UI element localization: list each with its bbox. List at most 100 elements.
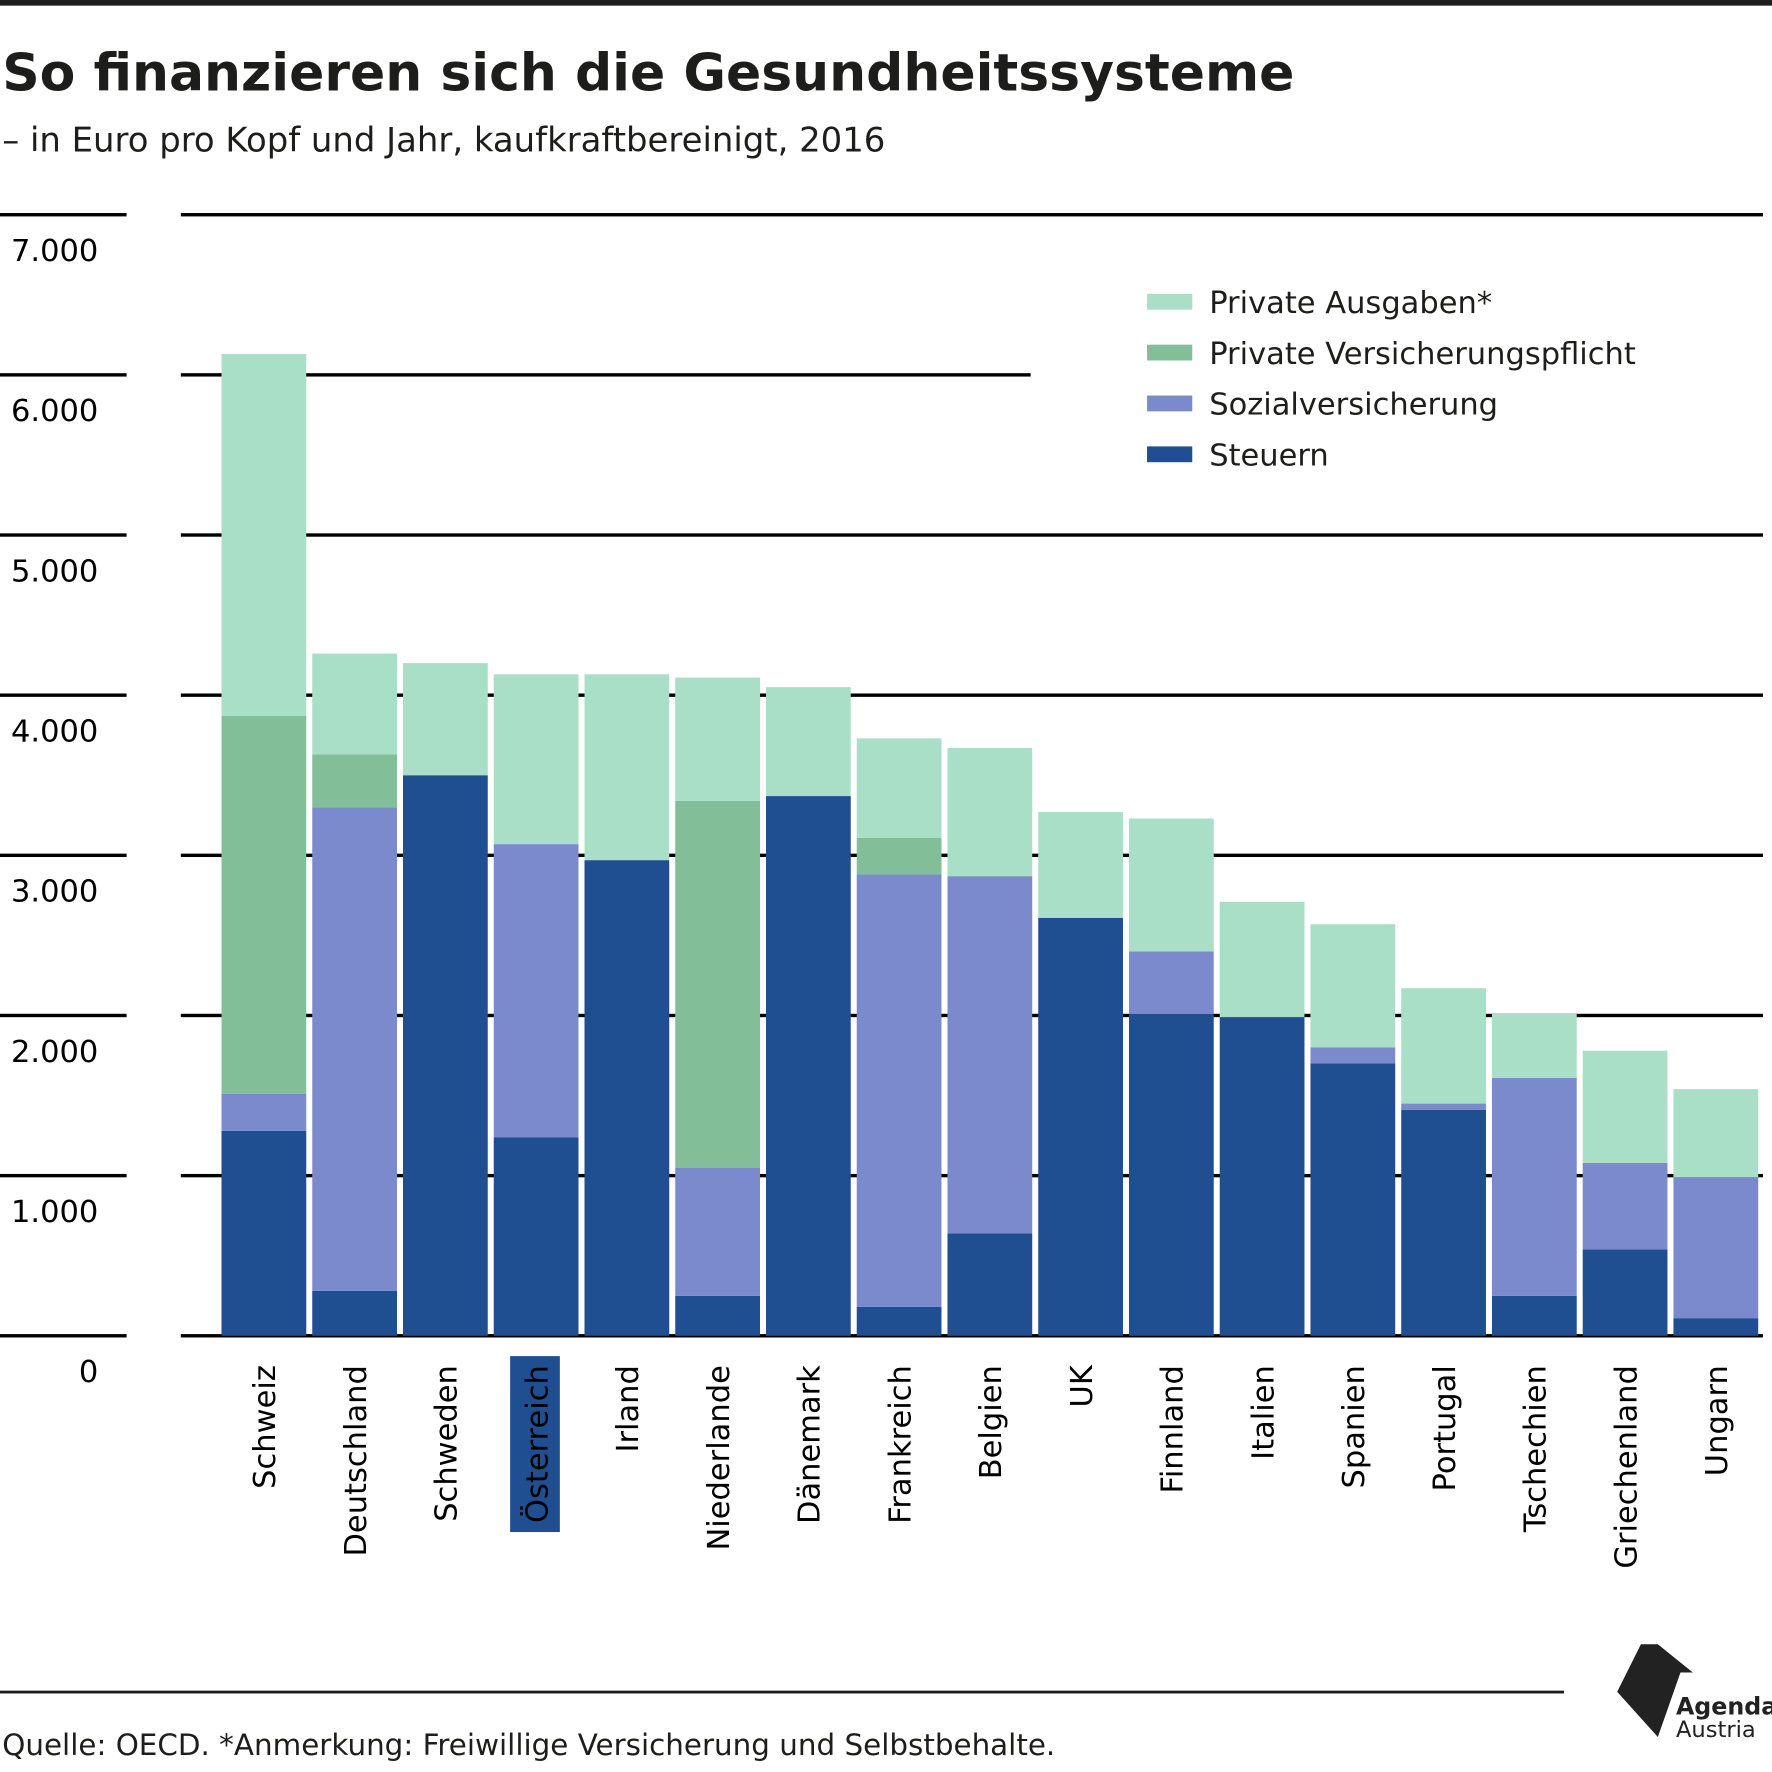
bar-group [221, 354, 307, 1336]
axis-tick-line [0, 1013, 127, 1018]
gridline [180, 533, 1763, 537]
logo-mark-icon [1617, 1644, 1693, 1737]
bar-group [1128, 818, 1214, 1336]
bar-segment-private-ausgaben [675, 677, 760, 801]
bar-group [312, 653, 398, 1336]
legend-swatch [1147, 293, 1193, 310]
bar-group [675, 677, 760, 1336]
x-tick-label-group: Tschechien [1519, 1365, 1554, 1533]
bar-segment-private-versicherungspflicht [221, 715, 307, 1094]
bar-segment-steuern [584, 860, 670, 1336]
bar-segment-steuern [312, 1290, 398, 1336]
x-tick-label-group: Italien [1246, 1365, 1281, 1460]
bar-segment-sozialversicherung [1128, 951, 1214, 1014]
legend-label: Private Versicherungspflicht [1209, 337, 1636, 372]
axis-tick-line [0, 853, 127, 858]
source-note: Quelle: OECD. *Anmerkung: Freiwillige Ve… [2, 1728, 1055, 1762]
x-tick-label-group: Finnland [1156, 1365, 1191, 1493]
bar-group [493, 674, 579, 1336]
y-tick-label: 3.000 [11, 875, 98, 910]
bar-group [765, 687, 851, 1336]
gridline [180, 213, 1763, 217]
bar-group [584, 674, 670, 1336]
bar-segment-private-versicherungspflicht [856, 837, 942, 875]
legend: Private Ausgaben* Private Versicherungspf… [1030, 265, 1772, 481]
bar-segment-steuern [1673, 1318, 1759, 1336]
y-tick-label: 2.000 [11, 1035, 98, 1070]
bar-segment-steuern [765, 796, 851, 1336]
x-tick-label-group: Portugal [1428, 1365, 1463, 1491]
x-tick-label: Finnland [1156, 1365, 1191, 1493]
x-tick-label: Schweiz [248, 1365, 283, 1489]
axis-tick-line [0, 1334, 127, 1338]
legend-swatch [1147, 446, 1193, 463]
x-tick-label-group: Schweden [430, 1365, 465, 1522]
y-tick-label: 0 [79, 1355, 98, 1390]
x-tick-label-group: Dänemark [793, 1365, 828, 1524]
bar-group [1219, 901, 1305, 1336]
gridline [180, 373, 1763, 377]
chart-subtitle: – in Euro pro Kopf und Jahr, kaufkraftbe… [2, 120, 885, 159]
x-tick-label: Österreich [519, 1365, 555, 1523]
bar-segment-private-versicherungspflicht [312, 754, 398, 808]
x-tick-label-group: Deutschland [339, 1365, 374, 1556]
gridline [180, 693, 1763, 697]
x-axis-labels: Schweiz Deutschland Schweden Österreich Irla… [248, 1356, 1735, 1569]
x-tick-label: Griechenland [1609, 1365, 1644, 1568]
x-tick-label-group: Griechenland [1609, 1365, 1644, 1568]
bar-segment-private-ausgaben [402, 663, 488, 776]
bar-segment-private-ausgaben [1673, 1089, 1759, 1178]
logo-line1: Agenda [1676, 1692, 1772, 1720]
legend-label: Steuern [1209, 439, 1329, 474]
agenda-austria-logo: Agenda Austria [1617, 1644, 1772, 1743]
chart-title: So finanzieren sich die Gesundheitssyste… [2, 43, 1294, 103]
bar-segment-private-ausgaben [1310, 924, 1396, 1048]
x-tick-label-group: Schweiz [248, 1365, 283, 1489]
axis-tick-line [0, 373, 127, 377]
bar-segment-steuern [402, 775, 488, 1336]
bar-segment-private-ausgaben [1128, 818, 1214, 952]
bar-segment-sozialversicherung [1673, 1177, 1759, 1319]
x-tick-label: Portugal [1428, 1365, 1463, 1491]
y-tick-label: 5.000 [11, 554, 98, 589]
bar-segment-steuern [1491, 1295, 1577, 1336]
bar-group [947, 748, 1033, 1336]
x-tick-label: Tschechien [1519, 1365, 1554, 1533]
x-tick-label-group: Frankreich [883, 1365, 918, 1524]
y-tick-label: 6.000 [11, 394, 98, 429]
x-tick-label: Spanien [1337, 1365, 1372, 1488]
bar-segment-private-ausgaben [493, 674, 579, 845]
bar-group [856, 738, 942, 1336]
legend-label: Private Ausgaben* [1209, 286, 1492, 321]
bar-group [1401, 988, 1486, 1336]
x-tick-label: Deutschland [339, 1365, 374, 1556]
logo-line2: Austria [1676, 1717, 1756, 1743]
bar-segment-sozialversicherung [675, 1167, 760, 1296]
bar-segment-private-ausgaben [765, 687, 851, 797]
x-tick-label: Irland [611, 1365, 646, 1452]
bar-group [402, 663, 488, 1336]
bar-segment-private-ausgaben [856, 738, 942, 838]
bar-segment-private-ausgaben [584, 674, 670, 861]
x-tick-label-group: Spanien [1337, 1365, 1372, 1488]
bar-segment-steuern [493, 1137, 579, 1336]
bar-segment-steuern [675, 1295, 760, 1336]
x-tick-label-group: Ungarn [1700, 1365, 1735, 1476]
footer-rule [0, 1690, 1565, 1694]
legend-swatch [1147, 344, 1193, 361]
bar-segment-steuern [1401, 1109, 1486, 1336]
x-tick-label: Frankreich [883, 1365, 918, 1524]
x-tick-label: Belgien [974, 1365, 1009, 1479]
x-tick-label-group: Belgien [974, 1365, 1009, 1479]
axis-tick-line [0, 213, 127, 217]
bar-segment-sozialversicherung [493, 844, 579, 1138]
bar-segment-private-ausgaben [221, 354, 307, 716]
bar-segment-private-ausgaben [1038, 812, 1123, 918]
x-tick-label: Niederlande [702, 1365, 737, 1550]
highlight-label-bg [510, 1356, 560, 1533]
bar-segment-private-versicherungspflicht [675, 800, 760, 1168]
axis-tick-line [0, 1173, 127, 1178]
x-tick-label-group: Österreich [510, 1356, 560, 1533]
x-tick-label-group: Irland [611, 1365, 646, 1452]
